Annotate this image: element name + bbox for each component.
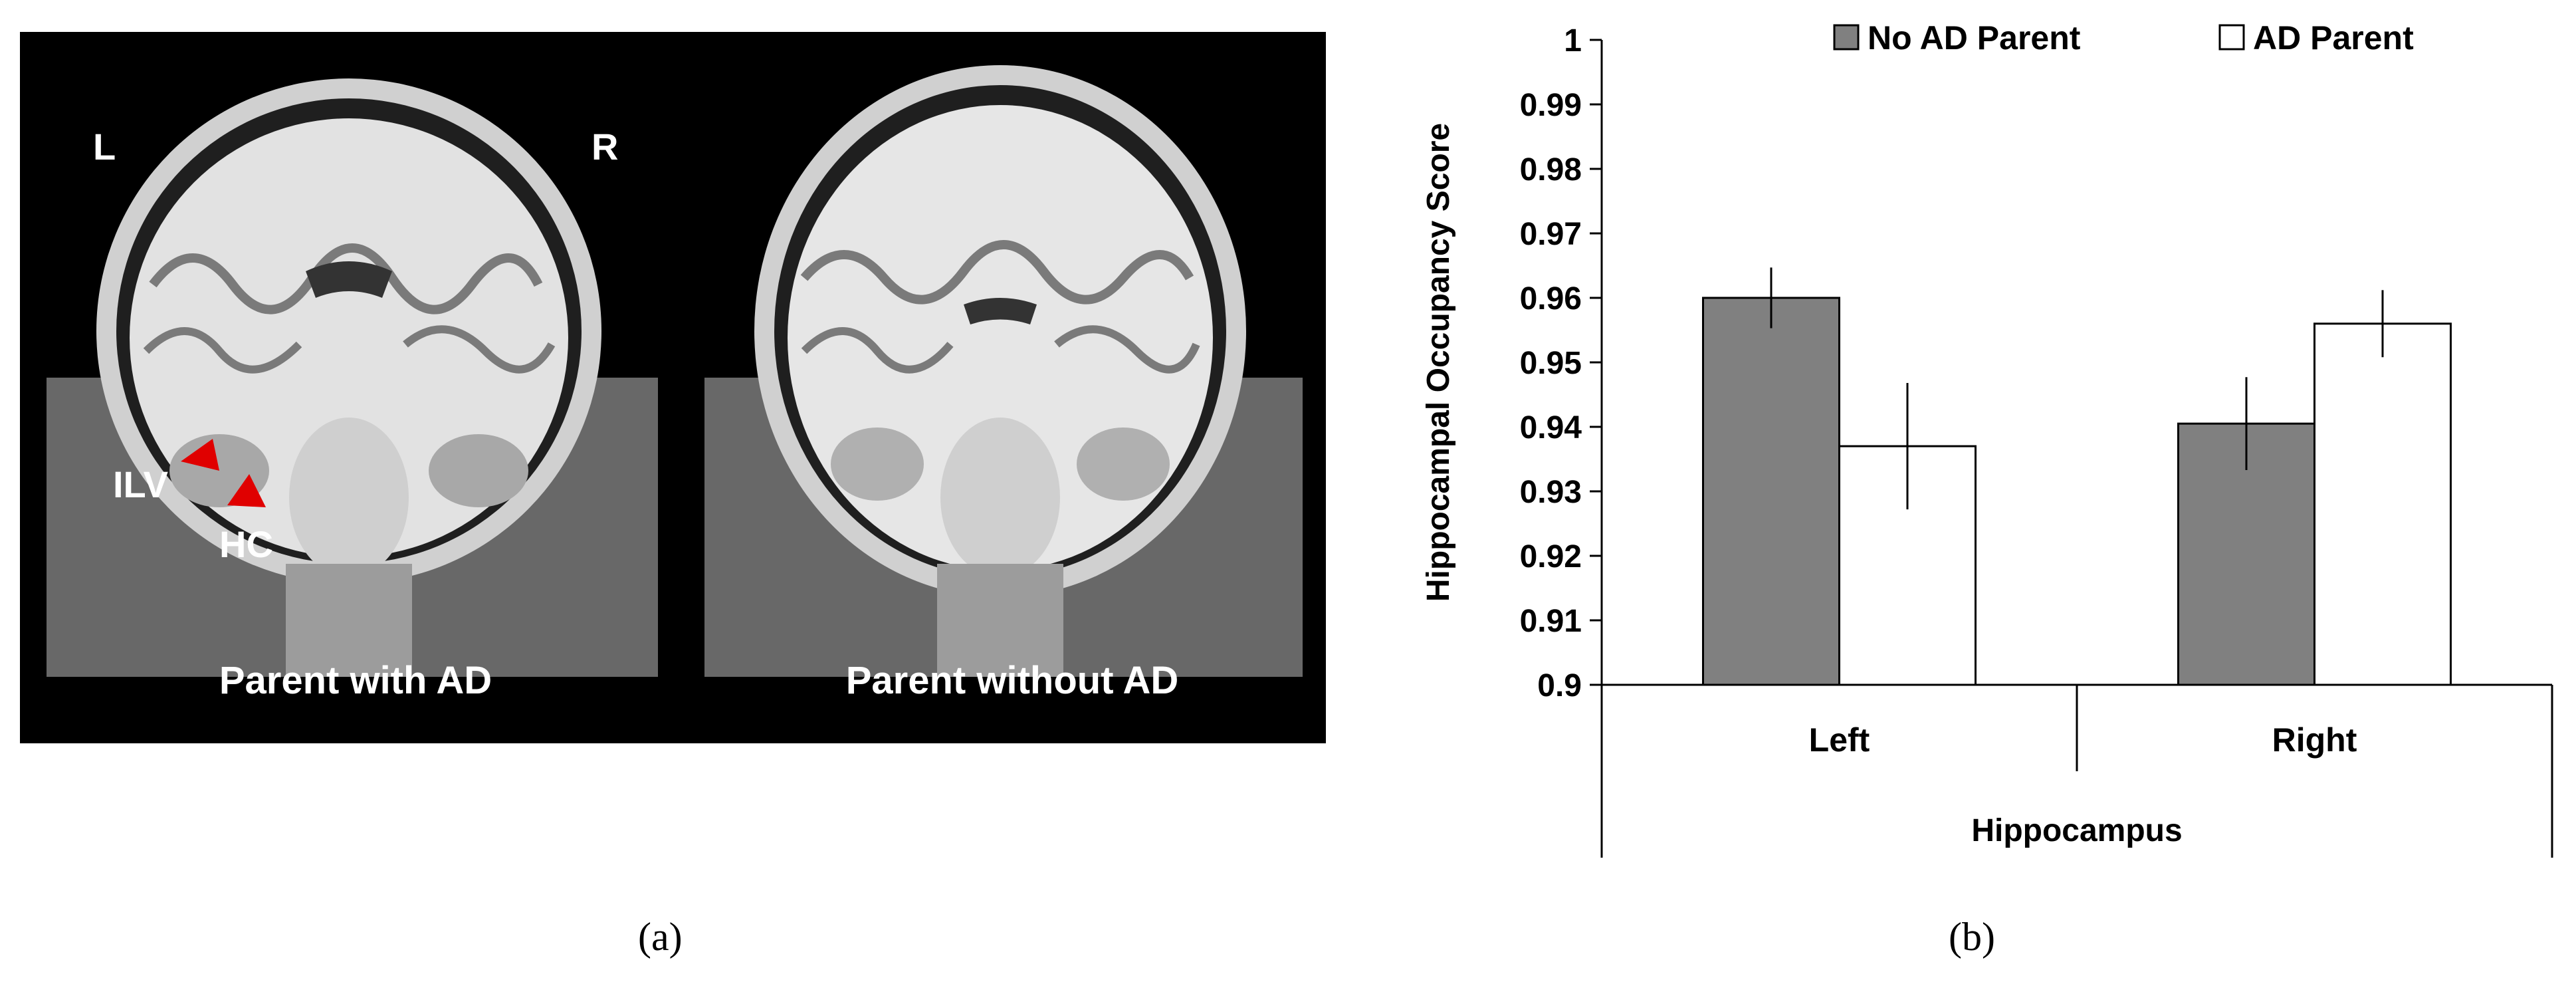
y-tick-label: 0.96 [1520,281,1582,316]
mri-parent-without-ad [704,65,1303,677]
y-tick-label: 0.93 [1520,475,1582,510]
mri-parent-with-ad [47,78,658,677]
caption-parent-with-ad: Parent with AD [219,659,492,702]
ilv-label: ILV [113,463,168,505]
y-tick-label: 0.92 [1520,539,1582,574]
x-axis: Left Right [1600,683,2553,858]
mri-panel: L R ILV HC Parent with AD Parent without… [20,32,1326,743]
bar [2313,322,2452,686]
hc-label: HC [219,523,273,565]
occupancy-bar-chart: No AD Parent AD Parent 0.90.910.920.930.9… [1421,19,2553,858]
legend-label: AD Parent [2253,19,2414,57]
bar [1702,297,1840,686]
x-category-label: Left [1809,721,1870,759]
y-axis-label: Hippocampal Occupancy Score [1421,123,1456,602]
sublabel-b: (b) [1949,915,1995,959]
chart-legend: No AD Parent AD Parent [1833,19,2414,57]
y-tick-label: 0.97 [1520,217,1582,252]
legend-swatch [1833,24,1860,51]
y-tick-label: 0.91 [1520,604,1582,639]
y-tick-label: 0.99 [1520,88,1582,123]
caption-parent-without-ad: Parent without AD [846,659,1179,702]
mri-images: L R ILV HC Parent with AD Parent without… [47,65,1303,702]
y-tick-label: 0.95 [1520,346,1582,381]
right-side-label: R [591,126,618,168]
y-tick-label: 0.98 [1520,152,1582,187]
x-axis-label: Hippocampus [1971,813,2182,848]
y-tick-label: 0.94 [1520,410,1582,445]
y-axis: 0.9 0.91 0.92 0.93 0.94 0.95 0.96 0.97 0.98 0.99 1 [1520,23,1603,703]
hc-arrow-icon [227,474,266,507]
left-side-label: L [93,126,116,168]
ilv-arrow-icon [181,439,219,471]
y-tick-label: 1 [1564,23,1582,59]
x-category-label: Right [2272,721,2357,759]
legend-label: No AD Parent [1868,19,2081,57]
bars [1702,267,2452,686]
y-tick-label: 0.9 [1537,668,1582,703]
legend-swatch [2218,24,2245,51]
sublabel-a: (a) [638,915,683,959]
